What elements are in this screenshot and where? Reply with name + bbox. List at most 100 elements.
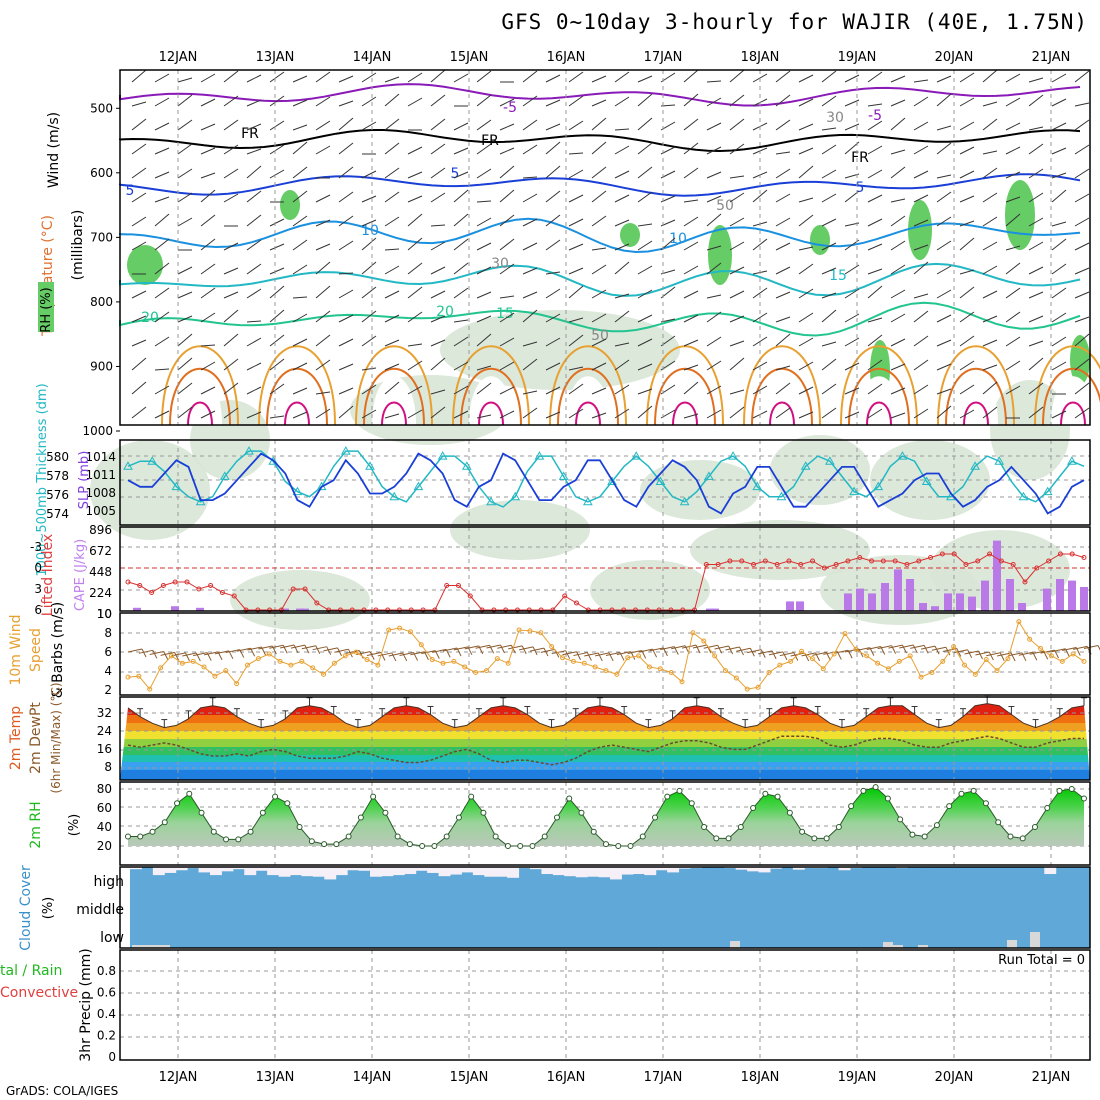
wind-barb <box>200 287 216 299</box>
wind-barb-10m <box>695 644 701 654</box>
slp-tick-label: 1008 <box>85 486 116 500</box>
rh-marker <box>884 795 891 802</box>
wind-speed-marker <box>386 627 392 633</box>
wind-barb <box>568 152 584 155</box>
temp-tick-label: 32 <box>97 706 112 720</box>
wind-speed-marker <box>885 666 891 672</box>
wind-barb <box>913 261 929 275</box>
thickness-marker <box>486 496 496 506</box>
wind-barb <box>407 311 423 323</box>
wind-barb <box>890 289 906 299</box>
wind-barb <box>775 168 791 179</box>
wind-axis-label: 10m Wind <box>8 614 24 685</box>
rh-area <box>128 787 1084 846</box>
wind-barb <box>223 193 239 203</box>
rh-marker <box>272 793 279 800</box>
wind-speed-marker <box>592 664 598 670</box>
lifted-index-marker <box>621 607 627 613</box>
wind-barb <box>798 263 814 275</box>
wind-barb <box>614 243 630 251</box>
lifted-index-marker <box>444 583 450 588</box>
wind-barb <box>890 99 906 107</box>
rh-tick-label: 60 <box>97 801 112 815</box>
wind-barb <box>890 215 906 227</box>
wind-barb <box>545 362 561 371</box>
wind-barb <box>637 223 653 227</box>
wind-barb-10m <box>834 649 849 654</box>
wind-speed-marker <box>462 664 468 670</box>
wind-speed-marker <box>962 662 967 668</box>
wind-barb <box>430 266 446 275</box>
wind-barb <box>821 242 837 251</box>
wind-barb <box>821 169 837 179</box>
rh-marker <box>431 843 438 849</box>
wind-barb <box>430 167 446 179</box>
rh-marker <box>835 824 842 830</box>
cloud-layer-label: low <box>100 930 124 946</box>
wind-barb <box>844 337 860 347</box>
wind-barb <box>315 391 331 395</box>
wind-barb <box>338 166 354 179</box>
wind-barb <box>637 388 653 395</box>
wind-barb <box>177 143 193 155</box>
wind-barb-10m <box>301 645 316 650</box>
wind-barb <box>200 386 216 395</box>
rh-marker <box>1081 795 1087 802</box>
wind-speed-marker <box>646 664 652 670</box>
boundary-layer-contour <box>840 345 918 426</box>
rh-marker <box>811 835 818 842</box>
wind-barb-10m <box>225 649 240 654</box>
wind-barb <box>246 320 262 323</box>
contour-label: 20 <box>141 310 159 326</box>
wind-barb <box>959 269 975 275</box>
wind-speed-marker <box>505 660 511 666</box>
cloud-high-gap <box>575 867 588 878</box>
wind-barb <box>154 410 170 419</box>
wind-barb <box>407 97 423 107</box>
wind-barb <box>1051 98 1067 107</box>
wind-barb <box>982 339 998 347</box>
thickness-marker <box>655 476 666 485</box>
wind-barb <box>1005 311 1021 323</box>
wind-speed-marker <box>342 653 348 659</box>
wind-barb <box>890 117 906 131</box>
date-label-top: 12JAN <box>159 50 198 65</box>
wind-barb-10m <box>771 650 777 660</box>
wind-barb <box>154 368 170 371</box>
lifted-index-marker <box>821 565 827 571</box>
cloud-high-gap <box>747 867 760 872</box>
wind-barb <box>338 272 354 275</box>
thickness-marker <box>703 471 714 480</box>
wind-barb <box>361 195 377 203</box>
wind-barb <box>177 94 193 107</box>
wind-barb <box>292 215 308 227</box>
wind-barb <box>384 216 400 227</box>
wind-barb <box>591 75 607 83</box>
wind-barb <box>637 405 653 419</box>
cloud-high-gap <box>564 867 577 877</box>
wind-barb <box>338 314 354 323</box>
wind-barb <box>453 336 469 347</box>
wind-barb-10m <box>410 651 425 656</box>
wind-barb <box>453 122 469 131</box>
wind-barb-10m <box>358 650 364 659</box>
rh-moist-core <box>708 225 732 285</box>
lifted-index-marker <box>857 555 863 560</box>
wind-speed-marker <box>614 671 620 677</box>
lifted-index-marker <box>137 583 143 588</box>
wind-tick-label: 10 <box>97 607 112 621</box>
wind-barb-10m <box>464 645 479 650</box>
wind-barb <box>223 407 239 419</box>
rh-marker <box>799 828 806 835</box>
wind-barb <box>223 309 239 323</box>
wind-barb <box>614 342 630 347</box>
date-label-top: 18JAN <box>741 50 780 65</box>
wind-barb <box>269 218 285 227</box>
lifted-index-marker <box>644 607 650 613</box>
lifted-index-marker <box>916 558 922 564</box>
cape-bar <box>1006 579 1014 611</box>
wind-barb <box>844 288 860 299</box>
pressure-tick-label: 500 <box>90 101 113 115</box>
wind-barb <box>867 145 883 155</box>
wind-barb-10m <box>975 651 990 656</box>
